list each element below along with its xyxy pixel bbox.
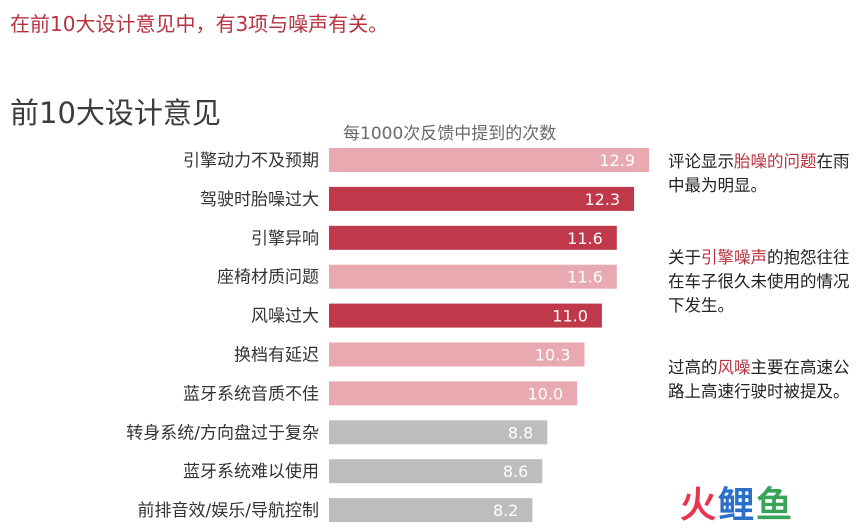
bar [329,342,585,367]
annotation-tire-noise: 评论显示胎噪的问题在雨中最为明显。 [668,150,853,198]
headline: 在前10大设计意见中，有3项与噪声有关。 [10,12,389,36]
value-label: 8.8 [508,423,533,442]
category-label: 换档有延迟 [234,346,319,366]
annotation-highlight: 风噪 [717,358,751,377]
bar [329,264,617,289]
bar [329,498,533,523]
bar [329,225,617,250]
bar [329,420,548,445]
chart-title: 前10大设计意见 [10,96,221,130]
annotation-text: 过高的 [668,358,718,377]
annotation-text: 关于 [668,248,701,267]
category-label: 引擎异响 [251,229,319,249]
annotation-highlight: 引擎噪声 [701,248,767,267]
category-label: 风噪过大 [251,307,319,327]
value-label: 8.2 [493,501,518,520]
category-label: 驾驶时胎噪过大 [200,190,319,210]
category-label: 前排音效/娱乐/导航控制 [138,501,319,521]
bar [329,303,602,328]
logo-part-3: 鱼 [756,485,795,526]
bar [329,148,649,172]
bar [329,459,543,484]
annotation-text: 评论显示 [668,152,734,171]
annotation-text: 在雨中最为明显。 [668,152,850,195]
annotation-text: 主要在高速公路上高速行驶时被提及。 [668,358,850,401]
category-label: 座椅材质问题 [217,268,319,288]
annotation-wind-noise: 过高的风噪主要在高速公路上高速行驶时被提及。 [668,356,853,404]
value-label: 10.3 [535,346,571,365]
logo-part-2: 鲤 [718,485,757,526]
value-label: 11.6 [567,268,603,287]
value-label: 12.9 [599,151,635,170]
chart-subtitle: 每1000次反馈中提到的次数 [343,124,557,144]
bar [329,186,635,211]
category-label: 蓝牙系统难以使用 [183,461,319,482]
bar [329,381,578,406]
value-label: 12.3 [584,190,620,209]
value-label: 11.0 [552,307,588,326]
logo: 火鲤鱼 [680,476,794,528]
category-label: 转身系统/方向盘过于复杂 [126,423,319,443]
logo-part-1: 火 [680,485,719,526]
annotation-engine-noise: 关于引擎噪声的抱怨往往在车子很久未使用的情况下发生。 [668,246,853,318]
value-label: 8.6 [503,462,528,481]
annotation-highlight: 胎噪的问题 [734,152,817,171]
value-label: 11.6 [567,229,603,248]
category-label: 引擎动力不及预期 [183,151,319,171]
annotation-text: 的抱怨往往在车子很久未使用的情况下发生。 [668,248,850,315]
value-label: 10.0 [527,384,563,403]
category-label: 蓝牙系统音质不佳 [183,384,319,404]
